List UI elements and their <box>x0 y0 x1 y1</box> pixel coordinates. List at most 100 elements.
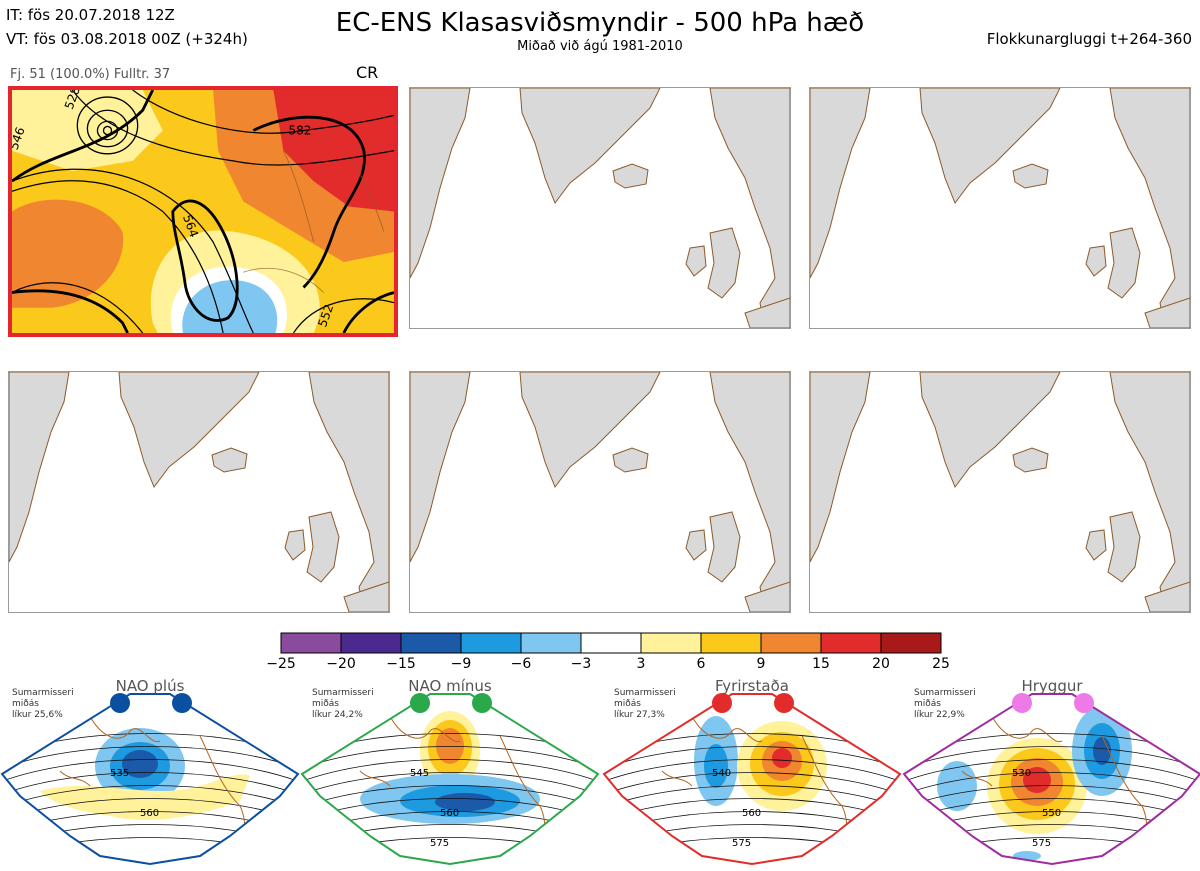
height-contour <box>904 746 1200 770</box>
cluster-map-5[interactable] <box>409 371 791 613</box>
regime-marker <box>1074 693 1094 713</box>
regime-info-line: líkur 22,9% <box>914 710 965 720</box>
cluster-map-1[interactable]: 582 564 546 552 528 <box>8 86 398 337</box>
regime-panel[interactable]: 530 550 575 Hryggur Sumarmisseri miðás líkur 2… <box>902 676 1200 871</box>
colorbar-tick-label: 25 <box>932 656 950 672</box>
height-contour <box>302 824 598 848</box>
colorbar-swatch <box>760 632 822 654</box>
cluster-map-6[interactable] <box>809 371 1191 613</box>
colorbar-tick-label: −3 <box>570 656 592 672</box>
colorbar-swatch <box>880 632 942 654</box>
colorbar-tick-label: −15 <box>386 656 416 672</box>
height-contour <box>2 772 298 796</box>
colorbar-tick-label: 3 <box>636 656 646 672</box>
classification-window-label: Flokkunargluggi t+264-360 <box>986 30 1192 48</box>
height-contour <box>604 772 900 796</box>
height-contour <box>2 785 298 809</box>
height-contour <box>904 785 1200 809</box>
regime-info-line: Sumarmisseri <box>312 688 374 698</box>
valid-time-label: VT: fös 03.08.2018 00Z (+324h) <box>6 30 248 48</box>
regime-info-line: líkur 25,6% <box>12 710 63 720</box>
height-contour <box>604 824 900 848</box>
anomaly-shading <box>1093 737 1111 765</box>
regime-info-line: Sumarmisseri <box>914 688 976 698</box>
regime-marker <box>1012 693 1032 713</box>
colorbar-tick-label: −6 <box>510 656 532 672</box>
height-contour <box>302 746 598 770</box>
height-contour <box>302 837 598 861</box>
cluster-map-4[interactable] <box>8 371 390 613</box>
colorbar-tick-label: 15 <box>812 656 830 672</box>
colorbar-tick-label: 20 <box>872 656 890 672</box>
regime-marker <box>410 693 430 713</box>
regime-info: Sumarmisseri miðás líkur 24,2% <box>312 688 374 721</box>
contour-label: 575 <box>1032 838 1051 849</box>
height-contour <box>302 772 598 796</box>
height-contour <box>904 759 1200 783</box>
contour-label: 560 <box>140 808 159 819</box>
height-contour <box>2 837 298 861</box>
contour-label: 535 <box>110 768 129 779</box>
height-contour <box>604 837 900 861</box>
regime-title: Fyrirstaða <box>715 677 789 695</box>
colorbar-swatch <box>580 632 642 654</box>
height-contour <box>2 746 298 770</box>
anomaly-shading <box>1023 767 1051 793</box>
contour-label: 575 <box>430 838 449 849</box>
regime-outline <box>300 693 600 866</box>
regime-panel[interactable]: 545 560 575 NAO mínus Sumarmisseri miðás líkur… <box>300 676 600 871</box>
contour-label: 545 <box>410 768 429 779</box>
regime-outline <box>602 693 902 866</box>
cluster-map-2[interactable] <box>409 87 791 329</box>
cluster-map-3[interactable] <box>809 87 1191 329</box>
anomaly-shading <box>704 744 728 788</box>
regime-title: Hryggur <box>1021 677 1083 695</box>
regime-marker <box>172 693 192 713</box>
regime-info: Sumarmisseri miðás líkur 27,3% <box>614 688 676 721</box>
regime-panel[interactable]: 535 560 NAO plús Sumarmisseri miðás líkur 25,… <box>0 676 300 871</box>
anomaly-shading <box>436 728 464 764</box>
member-count-label: Fj. 51 (100.0%) Fulltr. 37 <box>10 67 171 82</box>
colorbar-swatch <box>640 632 702 654</box>
init-time-label: IT: fös 20.07.2018 12Z <box>6 6 175 24</box>
regime-info-line: miðás <box>312 699 339 709</box>
anomaly-shading <box>122 750 158 778</box>
height-contour <box>2 759 298 783</box>
regime-info-line: Sumarmisseri <box>614 688 676 698</box>
colorbar-tick-label: −9 <box>450 656 472 672</box>
regime-info-line: Sumarmisseri <box>12 688 74 698</box>
anomaly-colorbar <box>280 632 942 654</box>
colorbar-swatch <box>520 632 582 654</box>
colorbar-swatch <box>280 632 342 654</box>
contour-label: 550 <box>1042 808 1061 819</box>
height-contour <box>302 785 598 809</box>
regime-info-line: miðás <box>614 699 641 709</box>
regime-panel[interactable]: 540 560 575 Fyrirstaða Sumarmisseri miðás líku… <box>602 676 902 871</box>
contour-label: 540 <box>712 768 731 779</box>
contour-label: 575 <box>732 838 751 849</box>
height-contour <box>604 746 900 770</box>
anomaly-shading <box>937 761 977 811</box>
regime-title: NAO mínus <box>408 677 492 695</box>
regime-info: Sumarmisseri miðás líkur 25,6% <box>12 688 74 721</box>
page-title: EC-ENS Klasasviðsmyndir - 500 hPa hæð <box>335 8 865 38</box>
page-subtitle: Miðað við ágú 1981-2010 <box>517 39 683 54</box>
regime-marker <box>110 693 130 713</box>
height-contour <box>604 759 900 783</box>
colorbar-swatch <box>400 632 462 654</box>
anomaly-shading <box>40 774 250 821</box>
colorbar-tick-label: −25 <box>266 656 296 672</box>
height-contour <box>2 824 298 848</box>
regime-outline <box>0 693 300 866</box>
regime-marker <box>472 693 492 713</box>
regime-info-line: líkur 27,3% <box>614 710 665 720</box>
height-contour <box>302 759 598 783</box>
regime-info-line: líkur 24,2% <box>312 710 363 720</box>
anomaly-shading <box>435 793 495 811</box>
colorbar-swatch <box>700 632 762 654</box>
regime-code-label: CR <box>356 63 379 82</box>
colorbar-swatch <box>460 632 522 654</box>
regime-title: NAO plús <box>115 677 185 695</box>
colorbar-tick-label: 6 <box>696 656 706 672</box>
regime-info: Sumarmisseri miðás líkur 22,9% <box>914 688 976 721</box>
